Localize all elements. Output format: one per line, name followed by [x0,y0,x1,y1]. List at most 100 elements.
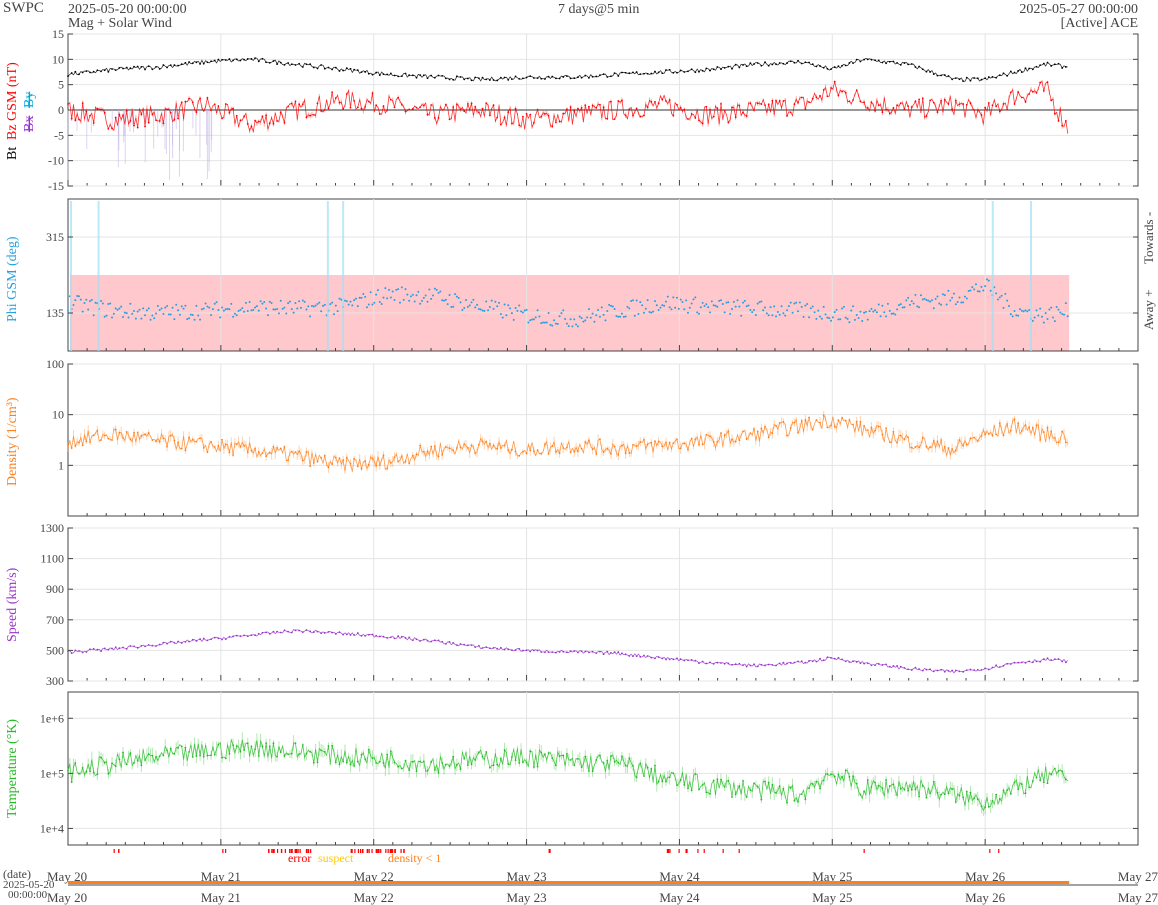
temperature-series-point [466,764,469,767]
phi-point [1031,319,1034,322]
bz-series-point [646,106,649,109]
phi-point [331,301,334,304]
bt-series-point [914,66,917,68]
density-series-point [657,440,660,443]
bz-series-point [177,117,179,120]
bt-series-point [122,67,124,70]
bz-series-point [404,110,407,113]
phi-point [338,297,341,300]
temperature-series-point [888,785,891,787]
phi-point [668,306,671,309]
phi-point [870,307,873,310]
bt-series-point [940,74,943,77]
phi-point [663,304,666,307]
bt-series-point [133,65,135,68]
density-series-point [375,465,378,467]
phi-point [648,310,651,313]
temperature-series-point [529,750,532,753]
temperature-series-point [837,773,840,776]
bz-series-point [573,110,576,112]
speed-series-point [400,635,403,638]
bz-series-point [701,122,704,125]
bz-series-point [349,106,352,109]
flag-error [385,849,387,853]
density-series-point [826,426,829,429]
density-series-point [896,441,898,444]
phi-point [501,316,504,319]
speed-series-point [173,641,176,644]
temperature-series-point [826,773,829,776]
bz-series-point [767,103,770,106]
phi-point [120,305,123,308]
density-series-point [199,437,201,440]
phi-point [657,308,660,311]
phi-point [114,307,117,310]
speed-series-point [155,645,157,647]
phi-point [894,313,897,316]
bt-series-point [991,76,994,78]
speed-series-point [382,635,385,638]
mag-ylabel-bz: Bz GSM (nT) [5,62,20,140]
density-series-point [819,421,821,424]
flag-error [113,849,115,853]
flag-error [387,849,389,853]
speed-series-point [841,658,843,661]
density-series-point [235,443,238,446]
bz-series-point [342,107,345,110]
phi-point [699,306,702,309]
temperature-series-point [621,755,623,758]
speed-series-point [257,632,260,635]
phi-point [941,293,944,296]
speed-series-point [522,649,524,652]
density-series-point [408,462,411,465]
panel-speed-frame [67,527,1139,682]
temperature-series-point [279,751,282,753]
temperature-series-point [430,760,433,763]
density-series-point [1064,441,1067,444]
bt-series-point [1050,65,1053,67]
speed-series-point [206,639,209,642]
temperature-series-point [492,764,495,767]
bz-series-point [551,125,554,128]
temperature-series-point [738,785,741,787]
temperature-series-point [833,775,836,778]
bz-series-point [283,121,286,124]
phi-point [432,294,435,297]
bt-series-point [261,57,264,60]
bz-series-point [668,99,671,101]
speed-series-point [676,657,678,660]
bz-series-point [1006,108,1009,111]
bz-series-point [184,100,187,103]
phi-point [655,304,658,307]
density-series-point [393,456,396,459]
bt-series-point [455,75,458,78]
temperature-series-point [404,759,407,762]
temperature-series-point [331,744,334,747]
density-series-point [584,441,587,443]
phi-point [156,305,159,308]
bt-series-point [92,70,95,73]
phi-point [949,299,952,302]
speed-series-point [793,661,796,664]
density-series-point [1009,429,1012,432]
phi-point [1026,310,1029,313]
phi-point [437,291,440,294]
phi-point [415,294,418,297]
phi-point [89,300,92,303]
density-series-point [305,451,308,453]
phi-point [1059,311,1062,314]
temperature-series-point [668,776,671,779]
phi-point [142,307,145,310]
phi-point [178,313,181,316]
temperature-series-point [771,783,774,786]
bz-series-point [279,111,282,114]
bt-series-point [389,72,392,75]
subtitle-label: Mag + Solar Wind [68,16,172,31]
temperature-series-point [569,759,572,761]
phi-point [354,297,357,300]
phi-point [413,300,416,303]
phi-point [674,306,677,309]
bt-series-point [720,68,722,70]
phi-point [358,296,361,299]
density-series-point [877,425,880,428]
